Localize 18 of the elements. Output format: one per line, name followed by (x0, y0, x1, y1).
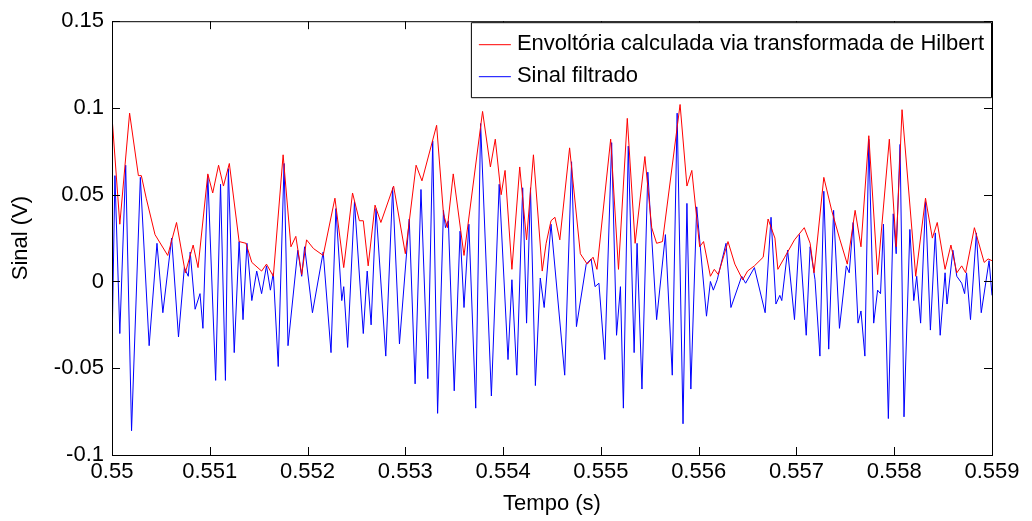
x-axis-title: Tempo (s) (503, 489, 601, 515)
x-tick-label: 0.554 (475, 458, 531, 484)
y-tick-label: 0.15 (61, 7, 104, 33)
legend-label: Sinal filtrado (516, 62, 638, 88)
x-tick-label: 0.557 (768, 458, 824, 484)
x-tick-label: 0.552 (280, 458, 336, 484)
y-axis-title: Sinal (V) (7, 195, 33, 281)
y-tick-label: 0 (91, 267, 104, 293)
x-tick-label: 0.556 (671, 458, 727, 484)
x-tick-label: 0.553 (377, 458, 433, 484)
x-tick-label: 0.559 (964, 458, 1020, 484)
x-tick-label: 0.551 (182, 458, 238, 484)
y-tick-label: 0.1 (73, 94, 104, 120)
y-tick-label: 0.05 (61, 180, 104, 206)
legend-label: Envoltória calculada via transformada de Hilbert (516, 30, 984, 56)
x-tick-label: 0.558 (866, 458, 922, 484)
y-tick-label: -0.05 (53, 354, 104, 380)
x-tick-label: 0.555 (573, 458, 629, 484)
